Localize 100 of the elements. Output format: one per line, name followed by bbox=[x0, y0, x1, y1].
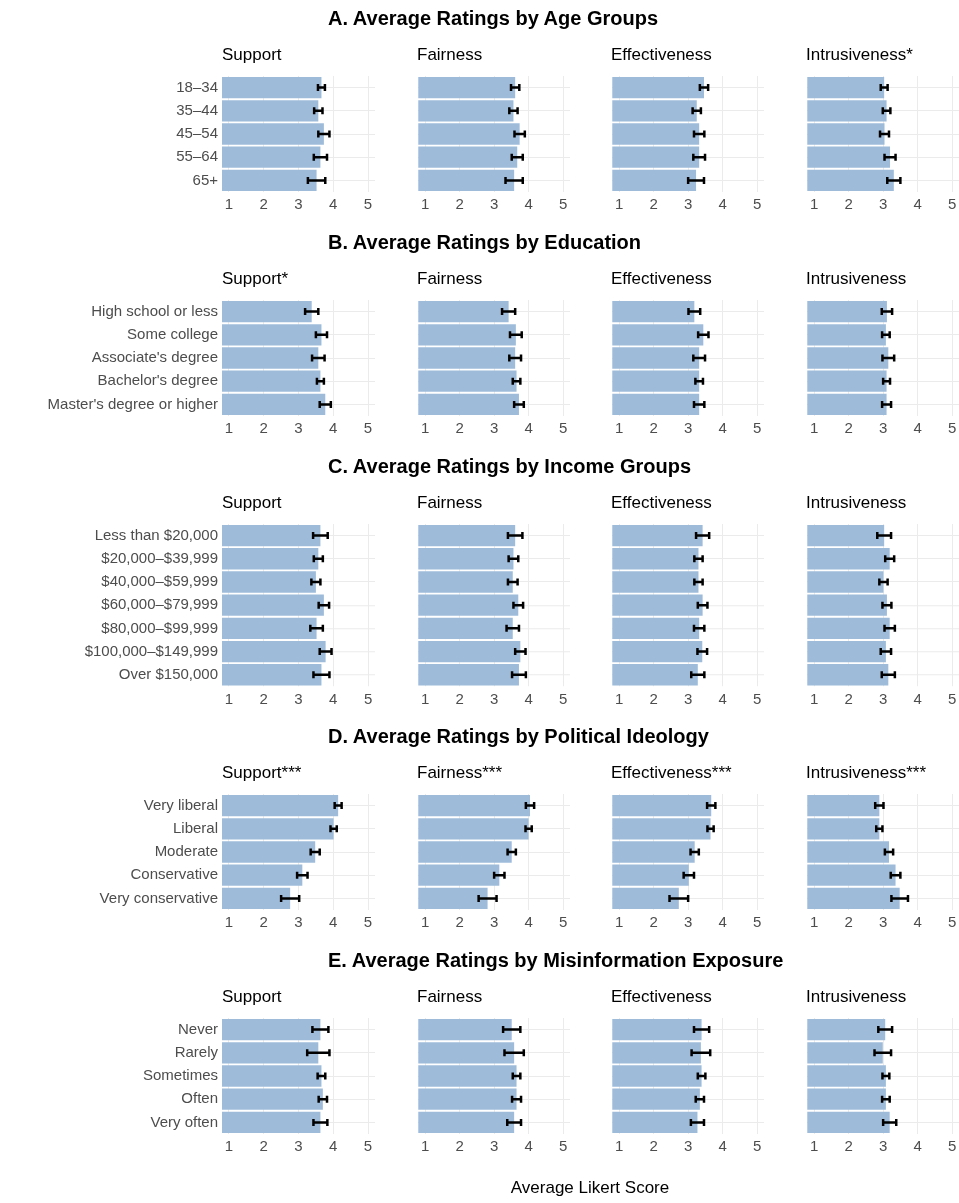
chart-subtitle: Support* bbox=[222, 269, 289, 289]
y-tick-label: Some college bbox=[127, 324, 218, 342]
y-tick-label: $100,000–$149,999 bbox=[84, 641, 218, 659]
x-tick-label: 4 bbox=[913, 419, 922, 437]
chart-subtitle: Fairness bbox=[417, 987, 483, 1008]
x-tick-label: 3 bbox=[489, 689, 499, 707]
x-tick-label: 3 bbox=[489, 419, 499, 437]
x-tick-label: 4 bbox=[718, 689, 727, 707]
chart-subtitle: Intrusiveness bbox=[806, 987, 907, 1008]
y-tick-label: Conservative bbox=[130, 865, 218, 883]
x-tick-label: 2 bbox=[844, 689, 853, 707]
x-tick-label: 4 bbox=[913, 195, 922, 213]
x-tick-label: 5 bbox=[558, 1137, 568, 1155]
x-tick-label: 3 bbox=[683, 195, 693, 213]
x-tick-label: 1 bbox=[421, 913, 430, 931]
chart-subtitle: Support bbox=[222, 493, 282, 513]
text: E. Average Ratings by Misinformation Exposure bbox=[328, 948, 784, 973]
x-tick-label: 1 bbox=[615, 419, 624, 437]
x-tick-label: 1 bbox=[615, 913, 624, 931]
x-tick-label: 5 bbox=[752, 419, 762, 437]
x-tick-label: 1 bbox=[615, 689, 624, 707]
chart-subtitle: Support bbox=[222, 987, 282, 1008]
y-tick-label: Very often bbox=[150, 1112, 218, 1130]
x-tick-label: 1 bbox=[421, 419, 430, 437]
x-tick-label: 3 bbox=[878, 419, 888, 437]
x-tick-label: 5 bbox=[363, 419, 373, 437]
x-tick-label: 5 bbox=[363, 689, 373, 707]
x-tick-label: 2 bbox=[259, 689, 268, 707]
y-tick-label: Associate's degree bbox=[91, 348, 218, 366]
x-tick-label: 4 bbox=[718, 419, 727, 437]
x-tick-label: 2 bbox=[649, 195, 658, 213]
x-tick-label: 5 bbox=[363, 913, 373, 931]
y-tick-label: Often bbox=[181, 1089, 218, 1107]
x-tick-label: 2 bbox=[455, 689, 464, 707]
x-tick-label: 4 bbox=[524, 195, 533, 213]
x-tick-label: 3 bbox=[294, 913, 303, 931]
x-tick-label: 5 bbox=[752, 1137, 762, 1155]
x-tick-label: 3 bbox=[489, 913, 499, 931]
chart-subtitle: Intrusiveness* bbox=[806, 45, 913, 65]
text: B. Average Ratings by Education bbox=[328, 230, 642, 254]
x-tick-label: 1 bbox=[810, 689, 819, 707]
x-tick-label: 4 bbox=[524, 1137, 533, 1155]
y-tick-label: Never bbox=[177, 1020, 218, 1038]
x-tick-label: 2 bbox=[649, 913, 658, 931]
x-tick-label: 5 bbox=[752, 195, 762, 213]
x-tick-label: 5 bbox=[947, 1137, 957, 1155]
x-tick-label: 1 bbox=[810, 1137, 819, 1155]
y-tick-label: Very conservative bbox=[99, 888, 218, 906]
x-tick-label: 1 bbox=[224, 689, 234, 707]
chart-subtitle: Intrusiveness*** bbox=[806, 763, 927, 784]
x-tick-label: 2 bbox=[455, 913, 464, 931]
x-tick-label: 3 bbox=[489, 195, 499, 213]
y-tick-label: Bachelor's degree bbox=[97, 371, 218, 389]
x-tick-label: 5 bbox=[558, 419, 568, 437]
x-tick-label: 5 bbox=[947, 913, 957, 931]
x-tick-label: 2 bbox=[844, 1137, 853, 1155]
x-tick-label: 2 bbox=[259, 419, 268, 437]
x-tick-label: 4 bbox=[718, 913, 727, 931]
x-tick-label: 5 bbox=[752, 689, 762, 707]
x-tick-label: 3 bbox=[683, 913, 693, 931]
y-tick-label: $40,000–$59,999 bbox=[101, 572, 218, 590]
text: D. Average Ratings by Political Ideology bbox=[328, 724, 709, 749]
y-tick-label: Rarely bbox=[174, 1043, 219, 1061]
y-tick-label: Sometimes bbox=[142, 1066, 218, 1084]
x-tick-label: 4 bbox=[524, 419, 533, 437]
y-tick-label: $80,000–$99,999 bbox=[101, 618, 218, 636]
x-tick-label: 1 bbox=[810, 195, 819, 213]
y-tick-label: High school or less bbox=[91, 301, 218, 319]
x-axis-title: Average Likert Score bbox=[510, 1178, 670, 1199]
x-tick-label: 1 bbox=[421, 1137, 430, 1155]
text: A. Average Ratings by Age Groups bbox=[328, 6, 659, 30]
y-tick-label: Liberal bbox=[172, 819, 218, 837]
x-tick-label: 4 bbox=[329, 419, 338, 437]
x-tick-label: 3 bbox=[294, 419, 303, 437]
x-tick-label: 1 bbox=[615, 1137, 624, 1155]
y-tick-label: 55–64 bbox=[176, 147, 218, 165]
chart-subtitle: Effectiveness bbox=[611, 269, 712, 289]
y-tick-label: $20,000–$39,999 bbox=[101, 548, 218, 566]
x-tick-label: 2 bbox=[844, 419, 853, 437]
x-tick-label: 5 bbox=[558, 689, 568, 707]
x-tick-label: 1 bbox=[810, 913, 819, 931]
x-tick-label: 2 bbox=[455, 1137, 464, 1155]
y-tick-label: Moderate bbox=[154, 842, 218, 860]
x-tick-label: 2 bbox=[649, 419, 658, 437]
y-tick-label: 45–54 bbox=[176, 124, 218, 142]
x-tick-label: 1 bbox=[224, 419, 234, 437]
x-tick-label: 4 bbox=[524, 689, 533, 707]
chart-subtitle: Fairness*** bbox=[417, 763, 503, 784]
chart-subtitle: Fairness bbox=[417, 493, 483, 513]
y-tick-label: $60,000–$79,999 bbox=[101, 595, 218, 613]
y-tick-label: Less than $20,000 bbox=[94, 525, 218, 543]
x-tick-label: 1 bbox=[224, 195, 234, 213]
x-tick-label: 3 bbox=[683, 689, 693, 707]
x-tick-label: 4 bbox=[524, 913, 533, 931]
chart-subtitle: Effectiveness bbox=[611, 987, 712, 1008]
x-tick-label: 2 bbox=[649, 1137, 658, 1155]
x-tick-label: 2 bbox=[844, 913, 853, 931]
chart-subtitle: Fairness bbox=[417, 45, 483, 65]
x-tick-label: 5 bbox=[363, 195, 373, 213]
chart-subtitle: Effectiveness bbox=[611, 493, 712, 513]
